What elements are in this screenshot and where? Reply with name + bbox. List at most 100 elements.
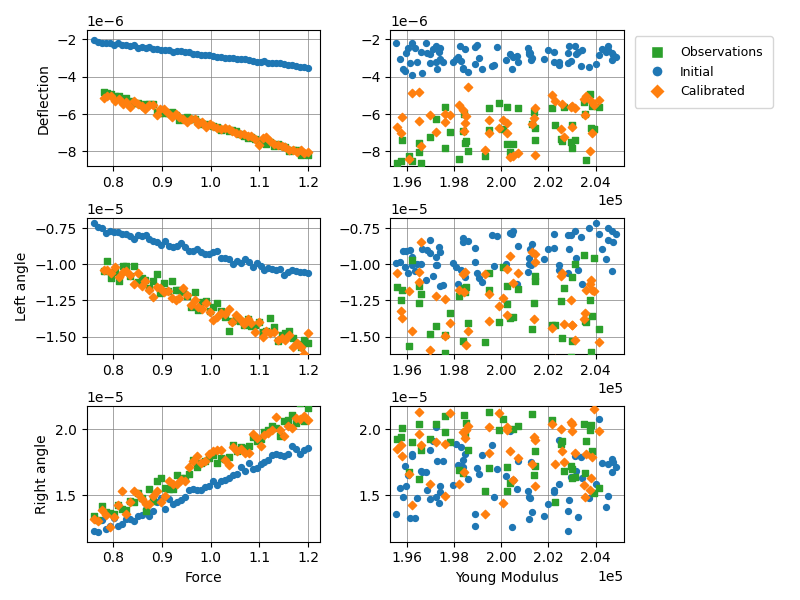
Point [556,268,569,278]
Point [186,49,199,59]
Point [260,132,273,142]
Point [158,287,170,296]
Point [158,104,170,113]
Point [394,440,407,450]
Point [214,306,227,316]
Y-axis label: Right angle: Right angle [35,434,50,514]
Point [538,254,550,263]
Point [546,323,558,333]
Point [278,431,290,441]
Point [528,314,541,323]
Point [127,497,140,506]
Point [394,307,407,316]
Point [113,94,126,104]
Point [214,453,227,463]
Point [270,449,282,458]
Point [253,140,266,149]
Point [250,436,263,446]
Point [523,259,536,269]
Point [171,46,184,56]
Point [462,67,474,77]
Point [99,229,112,238]
Point [91,37,104,47]
Point [588,286,601,296]
Point [399,49,412,58]
Point [412,138,425,148]
Point [294,150,307,160]
Point [430,457,443,466]
Point [254,460,267,469]
Point [256,136,269,146]
Point [438,439,451,449]
Point [260,326,273,336]
Point [501,462,514,472]
Point [222,326,235,335]
Point [210,458,223,467]
Point [538,54,550,64]
Point [115,519,128,529]
Point [302,443,314,452]
Point [290,148,303,157]
Point [298,148,310,158]
Point [458,272,471,282]
Point [482,407,495,417]
Point [298,268,310,277]
Point [500,299,513,308]
Point [420,48,433,58]
Point [394,257,406,266]
Point [249,134,262,143]
Point [390,283,403,292]
Point [566,272,578,282]
Point [414,259,427,268]
Point [507,475,520,485]
Point [602,460,614,469]
Point [522,487,534,496]
Point [570,49,582,59]
Point [294,342,307,352]
Point [87,526,100,536]
Point [211,122,224,132]
Point [298,416,310,425]
Point [434,481,446,491]
Point [562,268,574,278]
Point [568,335,581,344]
Point [452,479,465,489]
Point [242,55,255,65]
Point [482,116,495,125]
Point [595,244,608,253]
Point [415,440,428,450]
Point [443,128,456,137]
Point [506,226,519,236]
Point [127,486,140,496]
Point [569,452,582,461]
Point [203,119,216,128]
Point [124,271,137,281]
Point [526,119,538,129]
Point [458,433,471,443]
Point [436,456,449,466]
Point [439,412,452,421]
Point [175,47,188,56]
Point [218,454,231,464]
Point [395,112,408,121]
Point [580,317,593,327]
Point [286,424,298,433]
Point [478,486,491,496]
Point [254,434,267,444]
Point [562,48,574,58]
Point [230,316,242,325]
Point [497,262,510,272]
Point [178,492,191,502]
Point [154,283,167,293]
Point [206,446,219,455]
Point [506,522,518,532]
Point [491,231,504,241]
Point [241,314,254,324]
Point [593,427,606,436]
Point [434,43,446,52]
Point [131,511,144,520]
Point [588,100,601,110]
Point [171,497,184,507]
Point [482,448,495,458]
Point [107,514,120,523]
